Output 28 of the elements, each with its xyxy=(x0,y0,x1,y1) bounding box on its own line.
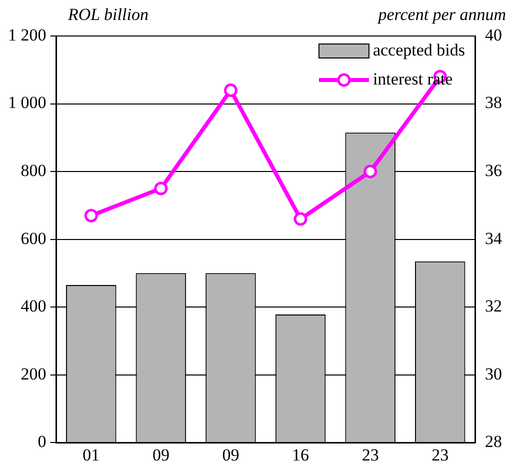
point xyxy=(224,83,238,97)
y-tick-label: 200 xyxy=(20,364,46,384)
y2-tick-label: 28 xyxy=(485,432,502,452)
y-tick-label: 0 xyxy=(38,432,46,452)
y-axis-title: ROL billion xyxy=(67,4,148,24)
y2-tick-label: 40 xyxy=(485,25,502,44)
x-tick-label: 09 xyxy=(222,445,240,464)
y-tick-label: 600 xyxy=(20,228,46,248)
x-tick-label: 01 xyxy=(82,445,100,464)
y2-tick-label: 36 xyxy=(485,161,502,180)
point xyxy=(364,164,378,178)
y2-axis-title: percent per annum xyxy=(377,4,506,24)
y-tick-label: 400 xyxy=(20,296,46,316)
y-tick-label: 800 xyxy=(20,161,46,180)
x-tick-label: 23 xyxy=(432,445,449,464)
x-tick-label: 23 xyxy=(362,445,379,464)
y2-tick-label: 34 xyxy=(485,228,502,248)
point xyxy=(84,208,98,222)
legend-label: accepted bids xyxy=(372,40,466,60)
x-tick-label: 09 xyxy=(152,445,170,464)
y2-tick-label: 32 xyxy=(485,296,502,316)
y2-tick-label: 30 xyxy=(485,364,502,384)
y2-tick-label: 38 xyxy=(485,93,502,112)
y-tick-label: 1 000 xyxy=(8,93,46,112)
y-tick-label: 1 200 xyxy=(8,25,46,44)
x-tick-label: 16 xyxy=(292,445,310,464)
point xyxy=(154,182,168,196)
point xyxy=(294,212,308,226)
